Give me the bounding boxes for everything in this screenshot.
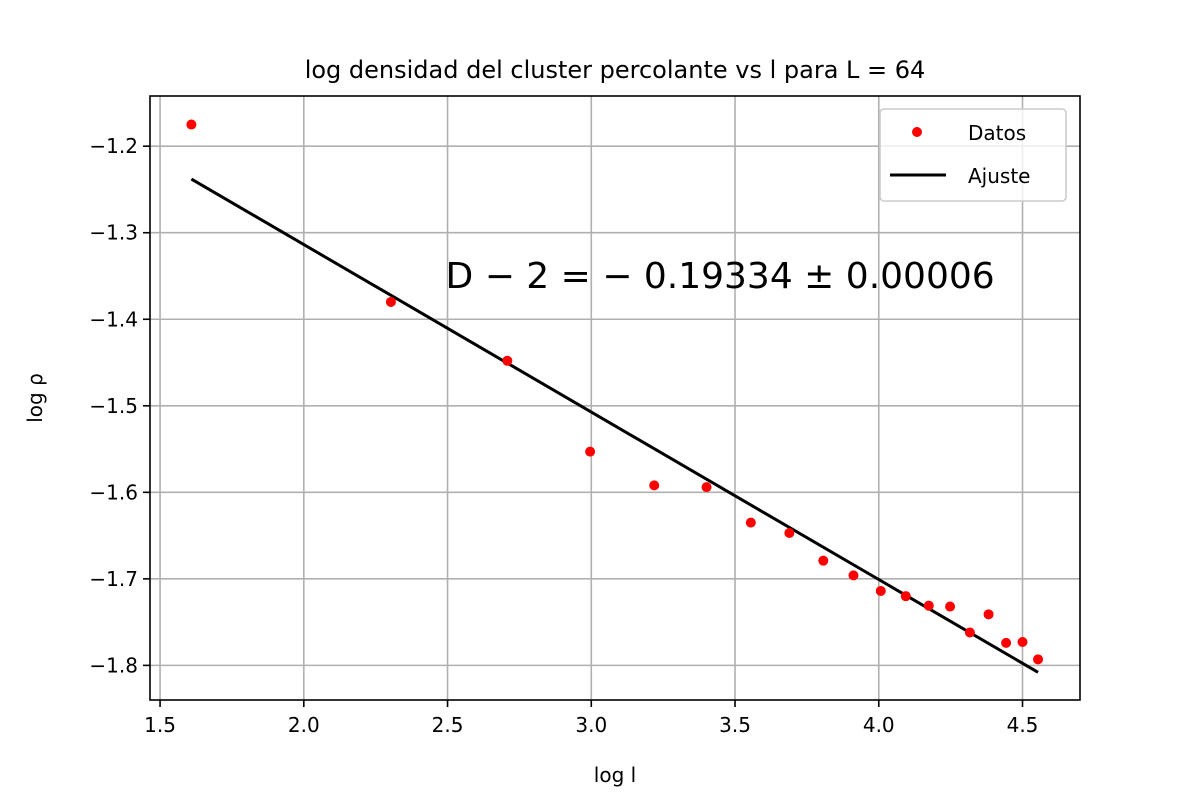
legend-label-ajuste: Ajuste: [968, 164, 1030, 188]
y-tick-label: −1.5: [89, 394, 138, 418]
data-point: [983, 609, 994, 620]
x-tick-label: 4.5: [1007, 713, 1039, 737]
y-axis-label: log ρ: [23, 373, 47, 423]
x-tick-label: 2.0: [288, 713, 320, 737]
data-point: [945, 601, 956, 612]
y-tick-label: −1.7: [89, 567, 138, 591]
y-tick-label: −1.2: [89, 134, 138, 158]
fit-line: [190, 177, 1039, 674]
y-tick-label: −1.3: [89, 221, 138, 245]
data-point: [502, 355, 513, 366]
fit-annotation: D − 2 = − 0.19334 ± 0.00006: [446, 256, 995, 297]
data-point: [818, 555, 829, 566]
data-point: [900, 591, 911, 602]
data-point: [1017, 637, 1028, 648]
chart-title: log densidad del cluster percolante vs l…: [305, 56, 926, 84]
axes-frame: [149, 95, 1081, 701]
data-point: [585, 446, 596, 457]
x-axis-label: log l: [594, 763, 636, 787]
data-point: [1033, 654, 1044, 665]
data-point: [923, 600, 934, 611]
data-point: [186, 119, 197, 130]
data-point: [875, 585, 886, 596]
data-point: [385, 296, 396, 307]
x-tick-label: 2.5: [432, 713, 464, 737]
grid: [150, 96, 1080, 700]
y-tick-label: −1.4: [89, 307, 138, 331]
x-tick-label: 3.5: [719, 713, 751, 737]
y-tick-label: −1.6: [89, 480, 138, 504]
data-points-layer: [186, 119, 1044, 665]
data-point: [964, 627, 975, 638]
legend: Datos Ajuste: [879, 108, 1067, 202]
x-tick-label: 1.5: [144, 713, 176, 737]
y-tick-label: −1.8: [89, 653, 138, 677]
legend-box: [879, 108, 1067, 202]
data-point: [1001, 637, 1012, 648]
x-tick-label: 4.0: [863, 713, 895, 737]
x-tick-label: 3.0: [575, 713, 607, 737]
data-point: [784, 527, 795, 538]
y-ticks: −1.2 −1.3 −1.4 −1.5 −1.6 −1.7 −1.8: [89, 134, 150, 677]
legend-label-datos: Datos: [968, 121, 1026, 145]
data-point: [649, 480, 660, 491]
data-point: [701, 482, 712, 493]
data-point: [848, 570, 859, 581]
data-point: [745, 517, 756, 528]
legend-marker-datos: [912, 127, 922, 137]
x-ticks: 1.5 2.0 2.5 3.0 3.5 4.0 4.5: [144, 700, 1038, 737]
fit-line-layer: [190, 177, 1039, 674]
